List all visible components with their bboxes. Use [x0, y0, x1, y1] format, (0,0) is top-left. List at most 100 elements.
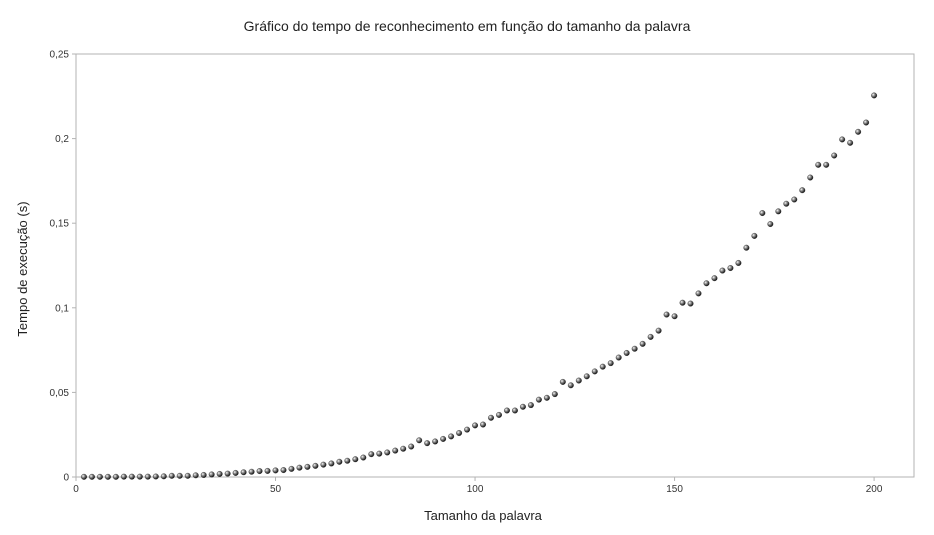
data-point: [376, 450, 383, 457]
data-point: [328, 460, 335, 467]
data-point: [432, 438, 439, 445]
y-tick-label: 0,25: [50, 50, 70, 61]
data-point: [631, 345, 638, 352]
x-tick-label: 150: [666, 484, 683, 495]
data-point: [647, 333, 654, 340]
data-point: [304, 463, 311, 470]
data-point: [224, 470, 231, 477]
data-point: [855, 128, 862, 135]
data-point: [559, 378, 566, 385]
data-point: [519, 403, 526, 410]
data-point: [527, 402, 534, 409]
data-point: [152, 473, 159, 480]
data-point: [543, 394, 550, 401]
data-point: [831, 152, 838, 159]
data-point: [400, 445, 407, 452]
data-point: [863, 119, 870, 126]
data-point: [727, 265, 734, 271]
data-point: [791, 196, 798, 203]
data-point: [847, 139, 854, 146]
data-point: [160, 473, 167, 480]
data-point: [440, 435, 447, 442]
data-point: [232, 469, 239, 476]
data-point: [352, 456, 359, 463]
data-point: [168, 472, 175, 479]
data-point: [216, 471, 223, 477]
data-point: [336, 458, 343, 465]
data-point: [607, 360, 614, 367]
data-point: [839, 136, 846, 143]
x-tick-label: 200: [866, 484, 883, 495]
data-point: [472, 422, 478, 429]
data-point: [464, 426, 471, 433]
plot-area: [75, 53, 915, 478]
data-point: [567, 382, 574, 389]
data-point: [783, 200, 790, 207]
data-point: [200, 472, 207, 478]
data-point: [344, 457, 351, 464]
x-axis: 0 50 100 150 200: [73, 477, 883, 495]
data-point: [144, 473, 151, 480]
data-point: [823, 161, 830, 168]
data-point: [368, 451, 375, 458]
data-point: [551, 391, 558, 398]
data-point: [743, 244, 750, 251]
data-point: [639, 340, 646, 347]
data-point: [711, 275, 718, 282]
data-point: [408, 443, 415, 450]
data-point: [384, 449, 391, 456]
data-point: [264, 467, 271, 474]
data-point: [496, 411, 502, 418]
data-point: [591, 368, 598, 375]
data-point: [96, 473, 103, 480]
data-point: [615, 354, 622, 361]
y-tick-label: 0: [63, 473, 69, 484]
data-point: [89, 473, 95, 480]
data-point: [535, 396, 542, 403]
data-point: [687, 300, 694, 307]
data-point: [751, 232, 758, 239]
data-point: [272, 467, 279, 474]
y-axis-title: Tempo de execução (s): [15, 201, 30, 336]
data-point: [256, 468, 263, 475]
data-point: [392, 447, 399, 454]
data-point: [176, 472, 183, 479]
data-point: [671, 313, 678, 320]
data-point: [575, 377, 582, 384]
data-point: [288, 465, 295, 472]
data-point: [240, 469, 247, 476]
data-point: [815, 161, 822, 168]
data-point: [208, 471, 215, 478]
data-point: [312, 462, 319, 469]
data-point: [695, 290, 702, 297]
data-point: [456, 430, 463, 436]
data-point: [599, 363, 606, 370]
data-point: [735, 260, 742, 266]
data-point: [871, 92, 878, 99]
data-point: [663, 311, 670, 318]
data-point: [623, 350, 630, 356]
data-point: [807, 174, 814, 181]
data-point: [320, 461, 327, 468]
data-point: [767, 221, 774, 227]
data-point: [448, 433, 455, 440]
y-tick-label: 0,05: [50, 388, 70, 399]
data-point: [759, 210, 766, 216]
data-point: [184, 472, 191, 479]
data-point: [280, 467, 287, 474]
y-tick-label: 0,2: [55, 134, 69, 145]
x-axis-title: Tamanho da palavra: [424, 508, 543, 523]
data-point: [120, 473, 127, 480]
data-point: [583, 373, 590, 380]
data-point: [424, 440, 431, 447]
y-axis: 0 0,05 0,1 0,15 0,2 0,25: [50, 50, 76, 484]
data-point: [504, 407, 510, 414]
y-tick-label: 0,1: [55, 303, 69, 314]
x-tick-label: 0: [73, 484, 79, 495]
data-point: [512, 407, 518, 414]
data-point: [136, 473, 143, 480]
data-points: [81, 92, 878, 480]
y-tick-label: 0,15: [50, 219, 70, 230]
data-point: [81, 473, 87, 480]
